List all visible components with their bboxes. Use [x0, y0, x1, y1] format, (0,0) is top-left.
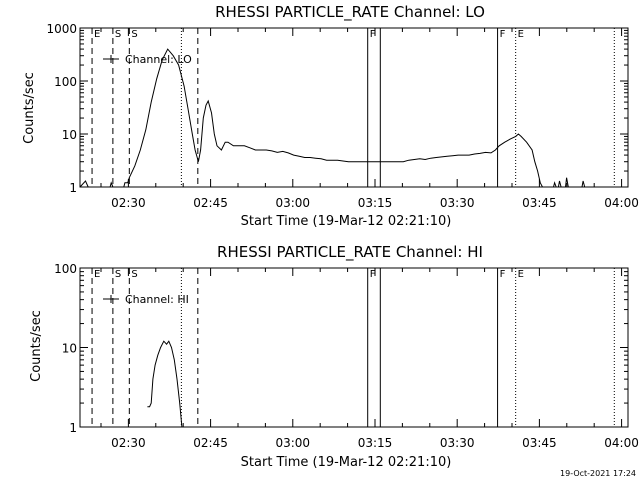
x-tick-label: 02:30 [111, 436, 146, 450]
event-marker-label: F [370, 269, 376, 280]
y-tick-label: 1 [69, 421, 77, 435]
x-tick-label: 03:45 [522, 436, 557, 450]
x-tick-label: 04:00 [604, 436, 639, 450]
x-axis-label: Start Time (19-Mar-12 02:21:10) [241, 214, 452, 229]
x-tick-label: 04:00 [604, 196, 639, 210]
event-marker-label: F [500, 29, 506, 40]
x-tick-label: 03:00 [275, 436, 310, 450]
x-tick-label: 03:30 [440, 436, 475, 450]
x-tick-label: 03:45 [522, 196, 557, 210]
event-marker-label: E [518, 29, 524, 40]
x-tick-label: 02:30 [111, 196, 146, 210]
x-tick-label: 03:30 [440, 196, 475, 210]
y-tick-label: 10 [62, 342, 77, 356]
x-tick-label: 03:00 [275, 196, 310, 210]
series-line [147, 340, 183, 428]
event-marker-label: S [115, 269, 121, 280]
event-marker-label: E [94, 29, 100, 40]
series-line [557, 180, 562, 188]
event-marker-label: F [500, 269, 506, 280]
y-tick-label: 1 [69, 181, 77, 195]
series-line [109, 181, 114, 188]
event-marker-label: S [131, 29, 137, 40]
y-tick-label: 100 [54, 262, 77, 276]
chart-title: RHESSI PARTICLE_RATE Channel: LO [215, 3, 485, 22]
plot-frame [79, 27, 629, 188]
lo-channel-panel: RHESSI PARTICLE_RATE Channel: LO Start T… [22, 3, 639, 229]
x-tick-label: 03:15 [358, 436, 393, 450]
series-line [565, 177, 569, 188]
y-tick-label: 10 [62, 128, 77, 142]
x-tick-label: 02:45 [193, 436, 228, 450]
x-tick-label: 02:45 [193, 196, 228, 210]
event-marker-label: F [370, 29, 376, 40]
y-tick-label: 1000 [46, 22, 77, 36]
x-tick-label: 03:15 [358, 196, 393, 210]
y-axis-label: Counts/sec [22, 72, 37, 144]
series-line [120, 48, 543, 188]
generation-timestamp: 19-Oct-2021 17:24 [560, 469, 636, 478]
legend-label: Channel: HI [125, 293, 189, 306]
series-line [581, 180, 586, 188]
x-axis-label: Start Time (19-Mar-12 02:21:10) [241, 455, 452, 470]
hi-channel-panel: RHESSI PARTICLE_RATE Channel: HI Start T… [29, 243, 639, 470]
y-tick-label: 100 [54, 75, 77, 89]
event-marker-label: S [131, 269, 137, 280]
plot-frame [79, 267, 629, 428]
y-axis-label: Counts/sec [29, 310, 44, 382]
legend-label: Channel: LO [125, 53, 192, 66]
chart-title: RHESSI PARTICLE_RATE Channel: HI [217, 243, 483, 262]
series-line [553, 181, 557, 188]
series-line [79, 180, 89, 188]
event-marker-label: E [94, 269, 100, 280]
event-marker-label: S [115, 29, 121, 40]
event-marker-label: E [518, 269, 524, 280]
